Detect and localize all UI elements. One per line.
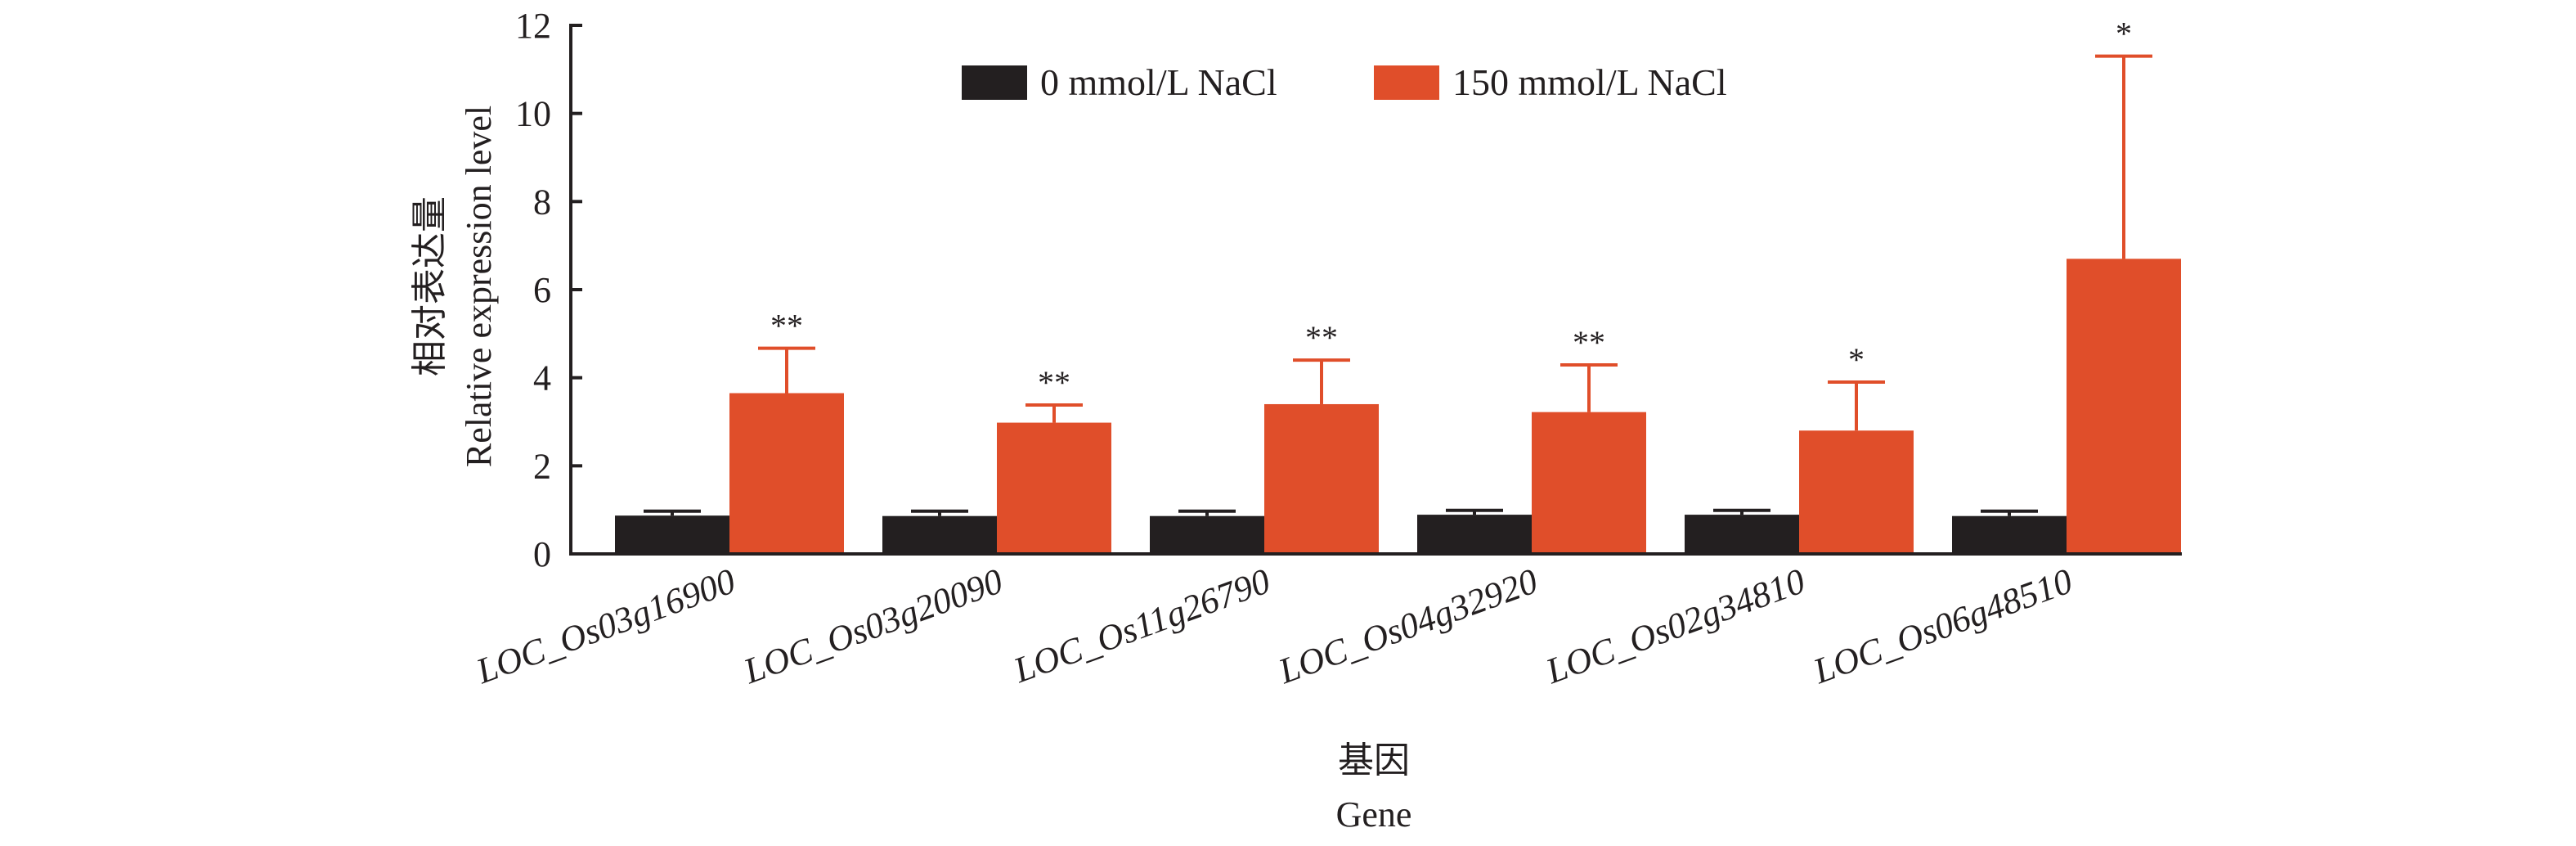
bar-salt-6 xyxy=(2067,259,2181,554)
bar-control-3 xyxy=(1150,515,1264,554)
legend-swatch-2 xyxy=(1374,65,1439,100)
y-tick-label: 8 xyxy=(533,182,551,222)
x-axis-title-cn: 基因 xyxy=(1338,740,1410,781)
bar-salt-5 xyxy=(1799,430,1914,554)
bar-control-2 xyxy=(882,515,997,554)
x-axis-title-en: Gene xyxy=(1336,794,1412,835)
legend-swatch-1 xyxy=(962,65,1027,100)
bars-layer: ****** ** ** xyxy=(615,16,2181,554)
labels-layer: 相对表达量 Relative expression level 基因 Gene xyxy=(410,106,1411,835)
y-tick-label: 2 xyxy=(533,446,551,486)
bar-control-1 xyxy=(615,515,729,554)
significance-marker: ** xyxy=(1038,364,1070,401)
y-axis-title-en: Relative expression level xyxy=(459,106,499,467)
y-tick-label: 4 xyxy=(533,358,551,398)
significance-marker: ** xyxy=(1305,319,1338,356)
y-axis-title-cn: 相对表达量 xyxy=(410,196,450,376)
y-tick-label: 6 xyxy=(533,270,551,310)
x-tick-label: LOC_Os03g16900 xyxy=(470,560,740,691)
x-tick-label: LOC_Os06g48510 xyxy=(1807,560,2077,691)
bar-salt-2 xyxy=(997,422,1111,554)
x-tick-label: LOC_Os04g32920 xyxy=(1272,560,1542,691)
bar-control-4 xyxy=(1417,515,1532,554)
significance-marker: ** xyxy=(770,308,803,344)
bar-control-6 xyxy=(1952,515,2067,554)
significance-marker: ** xyxy=(1573,324,1605,361)
legend-label-1: 0 mmol/L NaCl xyxy=(1040,61,1277,103)
bar-salt-1 xyxy=(729,393,844,554)
x-tick-label: LOC_Os02g34810 xyxy=(1540,560,1810,691)
legend-label-2: 150 mmol/L NaCl xyxy=(1452,61,1727,103)
legend: 0 mmol/L NaCl 150 mmol/L NaCl xyxy=(962,61,1727,103)
bar-salt-3 xyxy=(1264,403,1379,554)
significance-marker: * xyxy=(2116,16,2132,52)
x-tick-label: LOC_Os03g20090 xyxy=(738,560,1008,691)
x-tick-label: LOC_Os11g26790 xyxy=(1008,560,1275,691)
y-tick-label: 10 xyxy=(515,94,551,134)
y-tick-label: 12 xyxy=(515,6,551,46)
y-tick-label: 0 xyxy=(533,534,551,574)
bar-salt-4 xyxy=(1532,412,1646,554)
significance-marker: * xyxy=(1848,341,1865,378)
bar-control-5 xyxy=(1685,515,1799,554)
